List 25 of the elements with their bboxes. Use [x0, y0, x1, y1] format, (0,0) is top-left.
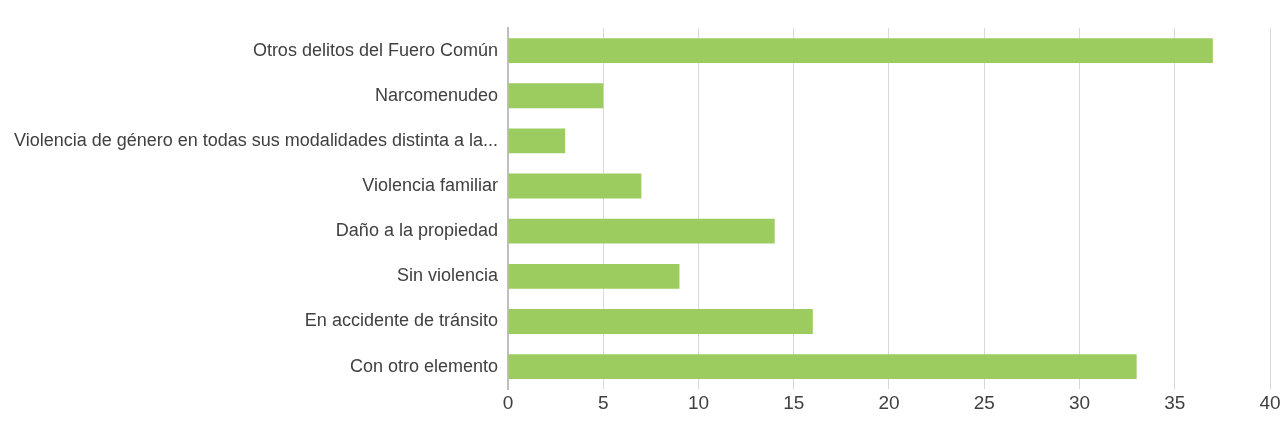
y-tick-label: Con otro elemento — [349, 355, 498, 376]
y-tick-label: En accidente de tránsito — [304, 310, 498, 331]
y-tick-label: Otros delitos del Fuero Común — [252, 39, 498, 60]
x-tick-label: 40 — [1259, 391, 1281, 413]
bar — [508, 263, 680, 289]
y-tick-label: Sin violencia — [396, 265, 499, 286]
x-tick-label: 0 — [502, 391, 514, 413]
x-tick-label: 25 — [973, 391, 995, 413]
x-tick-label: 35 — [1164, 391, 1186, 413]
bar — [508, 309, 813, 334]
y-tick-label: Daño a la propiedad — [335, 220, 498, 241]
x-tick-label: 20 — [878, 391, 900, 413]
x-tick-label: 15 — [783, 391, 805, 413]
bar — [508, 173, 642, 199]
bar — [508, 83, 604, 109]
x-tick-label: 30 — [1068, 391, 1091, 413]
bar — [508, 354, 1137, 380]
x-tick-label: 5 — [597, 391, 609, 413]
bar — [508, 218, 775, 244]
y-tick-label: Narcomenudeo — [374, 84, 498, 105]
y-tick-label: Violencia familiar — [362, 174, 498, 195]
bar — [508, 38, 1213, 63]
bar — [508, 128, 566, 154]
y-tick-label: Violencia de género en todas sus modalidades distinta a la... — [13, 129, 498, 150]
x-tick-label: 10 — [687, 391, 710, 413]
